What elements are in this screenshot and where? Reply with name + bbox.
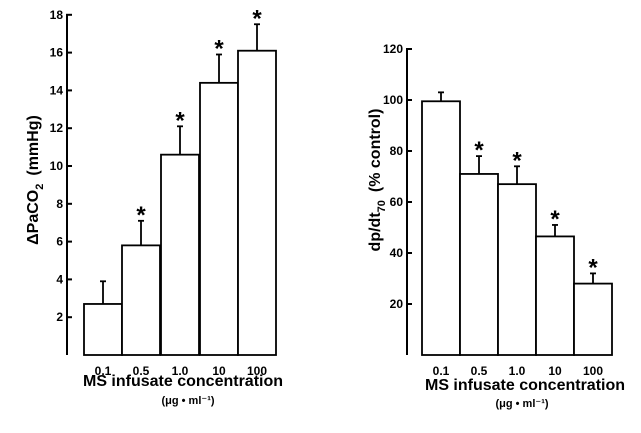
bar: [237, 49, 277, 356]
bar: [121, 244, 161, 356]
x-tick-label: 100: [247, 364, 267, 378]
y-tick-label: 8: [56, 197, 63, 211]
x-tick-label: 1.0: [172, 364, 189, 378]
y-axis-label: dp/dt70 (% control): [367, 109, 388, 252]
x-axis-label: MS infusate concentration: [83, 373, 283, 390]
bar: [535, 235, 575, 356]
chart-paco2: ΔPaCO2(mmHg) MS infusate concentration (…: [25, 5, 283, 407]
y-tick-label: 2: [56, 310, 63, 324]
y-tick-label: 20: [390, 297, 404, 311]
y-tick-label: 12: [50, 121, 64, 135]
bar: [573, 282, 613, 356]
x-axis-unit: (μg • ml⁻¹): [495, 398, 548, 410]
y-axis-label-main: dp/dt: [367, 212, 384, 252]
y-axis-label-units: (% control): [367, 109, 384, 193]
significance-marker: *: [550, 206, 560, 233]
y-tick-label: 80: [390, 144, 404, 158]
y-axis-label-subscript: 2: [34, 184, 46, 190]
x-tick-label: 10: [212, 364, 226, 378]
significance-marker: *: [175, 107, 185, 134]
x-tick-label: 0.1: [95, 364, 112, 378]
y-axis-label-units: (mmHg): [25, 115, 42, 175]
y-tick-label: 40: [390, 246, 404, 260]
y-tick-label: 4: [56, 272, 63, 286]
x-tick-label: 100: [583, 364, 603, 378]
y-axis-label: ΔPaCO2 (mmHg): [25, 115, 46, 245]
significance-marker: *: [136, 202, 146, 229]
bar: [83, 303, 123, 356]
bar: [199, 81, 239, 356]
x-tick-label: 0.5: [471, 364, 488, 378]
y-tick-label: 6: [56, 235, 63, 249]
x-tick-label: 1.0: [509, 364, 526, 378]
chart-dpdt: dp/dt70 (% control) MS infusate concentra…: [367, 42, 625, 410]
x-tick-label: 0.5: [133, 364, 150, 378]
y-tick-label: 100: [383, 93, 403, 107]
bar: [421, 100, 461, 356]
y-tick-label: 18: [50, 8, 64, 22]
y-tick-label: 10: [50, 159, 64, 173]
significance-marker: *: [252, 5, 262, 32]
bar: [160, 153, 200, 356]
y-tick-label: 120: [383, 42, 403, 56]
x-axis-unit: (μg • ml⁻¹): [161, 395, 214, 407]
significance-marker: *: [214, 35, 224, 62]
y-tick-label: 14: [50, 83, 64, 97]
y-tick-label: 60: [390, 195, 404, 209]
x-tick-label: 0.1: [433, 364, 450, 378]
x-axis-label: MS infusate concentration: [425, 377, 625, 394]
bar: [497, 183, 537, 356]
bar: [459, 173, 499, 356]
significance-marker: *: [512, 147, 522, 174]
significance-marker: *: [474, 137, 484, 164]
y-tick-label: 16: [50, 46, 64, 60]
x-tick-label: 10: [548, 364, 562, 378]
y-axis-label-main: ΔPaCO: [25, 190, 42, 245]
significance-marker: *: [588, 254, 598, 281]
y-axis-label-subscript: 70: [376, 200, 388, 212]
